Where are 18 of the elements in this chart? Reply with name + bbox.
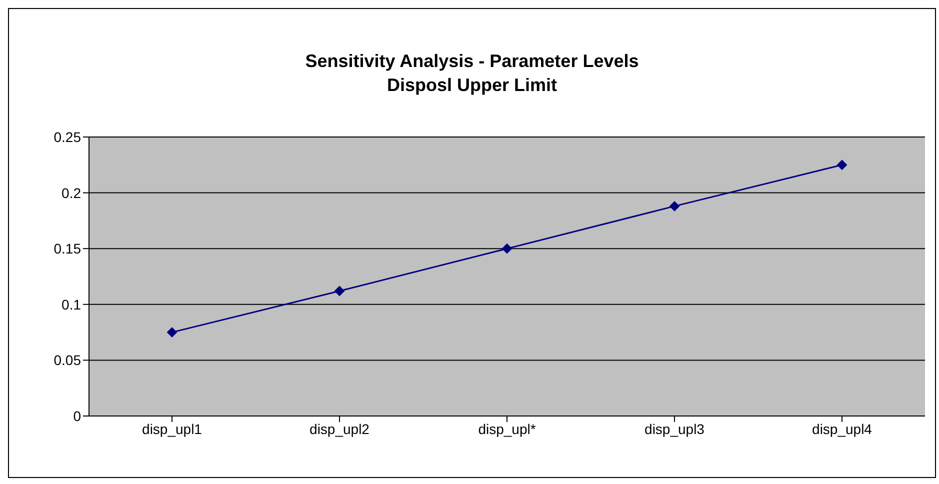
y-tick-label: 0.15	[54, 240, 82, 257]
x-tick-label: disp_upl3	[644, 420, 705, 437]
y-tick-label: 0.2	[62, 184, 82, 201]
chart-subtitle: Disposl Upper Limit	[386, 74, 558, 97]
x-tick-label: disp_upl1	[142, 420, 202, 437]
x-tick-label: disp_upl*	[478, 420, 536, 437]
point	[502, 244, 512, 254]
y-tick-label: 0.25	[54, 128, 82, 145]
chart-title: Sensitivity Analysis - Parameter Levels	[304, 50, 640, 73]
y-tick-label: 0.05	[54, 352, 82, 368]
x-tick-label: disp_upl2	[310, 420, 370, 437]
x-tick-label: disp_upl4	[812, 420, 872, 437]
point	[167, 327, 177, 338]
point	[837, 160, 847, 170]
y-tick-label: 0.1	[62, 296, 82, 312]
point	[334, 286, 344, 296]
y-tick-label: 0	[73, 408, 82, 424]
point	[670, 201, 680, 212]
